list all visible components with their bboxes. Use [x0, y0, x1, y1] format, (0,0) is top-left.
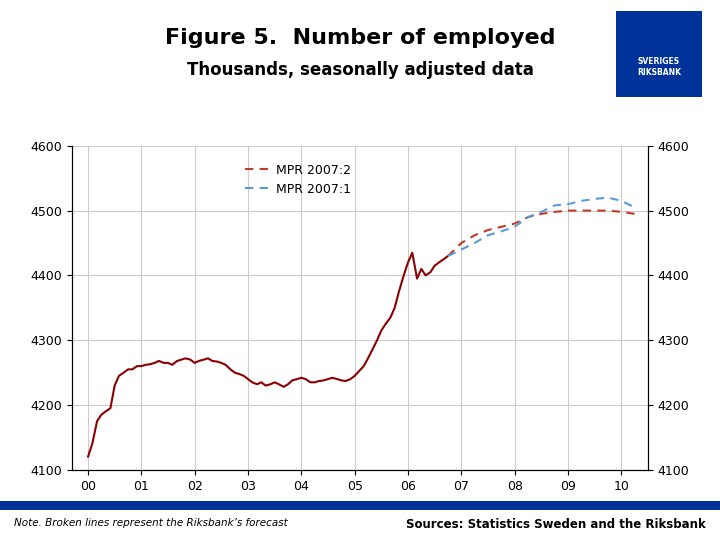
- Text: SVERIGES
RIKSBANK: SVERIGES RIKSBANK: [636, 57, 681, 77]
- Text: Sources: Statistics Sweden and the Riksbank: Sources: Statistics Sweden and the Riksb…: [406, 518, 706, 531]
- Legend: MPR 2007:2, MPR 2007:1: MPR 2007:2, MPR 2007:1: [240, 159, 356, 201]
- Text: Figure 5.  Number of employed: Figure 5. Number of employed: [165, 28, 555, 48]
- Text: Note. Broken lines represent the Riksbank’s forecast: Note. Broken lines represent the Riksban…: [14, 518, 288, 528]
- Text: Thousands, seasonally adjusted data: Thousands, seasonally adjusted data: [186, 61, 534, 79]
